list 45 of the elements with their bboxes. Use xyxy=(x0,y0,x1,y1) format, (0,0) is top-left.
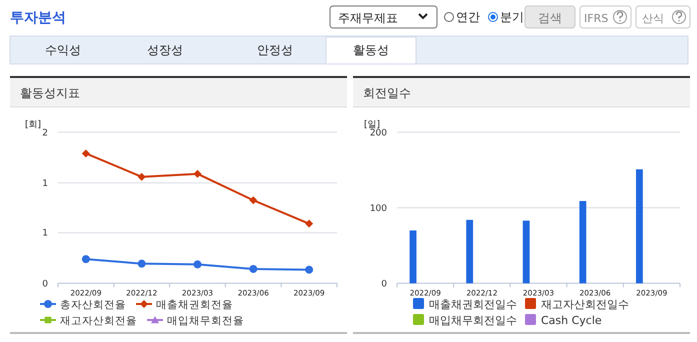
text: 성장성 xyxy=(147,43,183,57)
y-tick-label: 200 xyxy=(370,128,388,138)
dropdown: 주재무제표 xyxy=(330,6,438,28)
text: 분기 xyxy=(500,10,524,24)
legend-label: 재고자산회전율 xyxy=(60,315,137,327)
legend-label: 매입채무회전일수 xyxy=(429,314,517,327)
text: 안정성 xyxy=(257,43,293,57)
chart-title: 회전일수 xyxy=(363,86,411,100)
point xyxy=(82,149,90,158)
y-axis-title: [일] xyxy=(364,120,380,130)
y-tick-label: 100 xyxy=(370,204,388,214)
bar xyxy=(636,169,643,284)
point xyxy=(194,260,202,268)
point xyxy=(305,266,314,274)
bar xyxy=(466,220,474,284)
point xyxy=(194,170,202,178)
point xyxy=(138,172,146,181)
legend-label: 매입채무회전율 xyxy=(167,315,244,327)
bar xyxy=(522,220,530,284)
legend-label: 매출채권회전율 xyxy=(156,299,233,311)
text: 검색 xyxy=(538,11,562,25)
y-axis-title: [회] xyxy=(25,120,42,130)
point xyxy=(305,220,314,228)
legend-label: Cash Cycle xyxy=(541,314,602,327)
y-tick-label: 2 xyxy=(42,128,48,138)
point xyxy=(249,264,258,273)
y-tick-label: 0 xyxy=(42,279,48,290)
legend-label: 매출채권회전일수 xyxy=(429,298,517,311)
point xyxy=(138,260,146,268)
chart-title: 활동성지표 xyxy=(20,86,80,100)
text: 활동성 xyxy=(353,43,389,57)
bar xyxy=(579,201,586,284)
y-tick-label: 0 xyxy=(381,279,388,290)
legend-label: 재고자산회전일수 xyxy=(541,298,629,311)
text: 산식 xyxy=(642,12,664,25)
text: 수익성 xyxy=(45,43,81,57)
text: IFRS xyxy=(584,12,608,25)
point xyxy=(249,196,258,204)
text: 투자분석 xyxy=(10,10,66,26)
text: 연간 xyxy=(456,10,480,24)
bar xyxy=(410,230,416,284)
y-tick-label: 1 xyxy=(42,228,48,239)
legend-label: 총자산회전율 xyxy=(60,299,126,311)
y-tick-label: 1 xyxy=(42,178,48,189)
point xyxy=(82,255,90,264)
